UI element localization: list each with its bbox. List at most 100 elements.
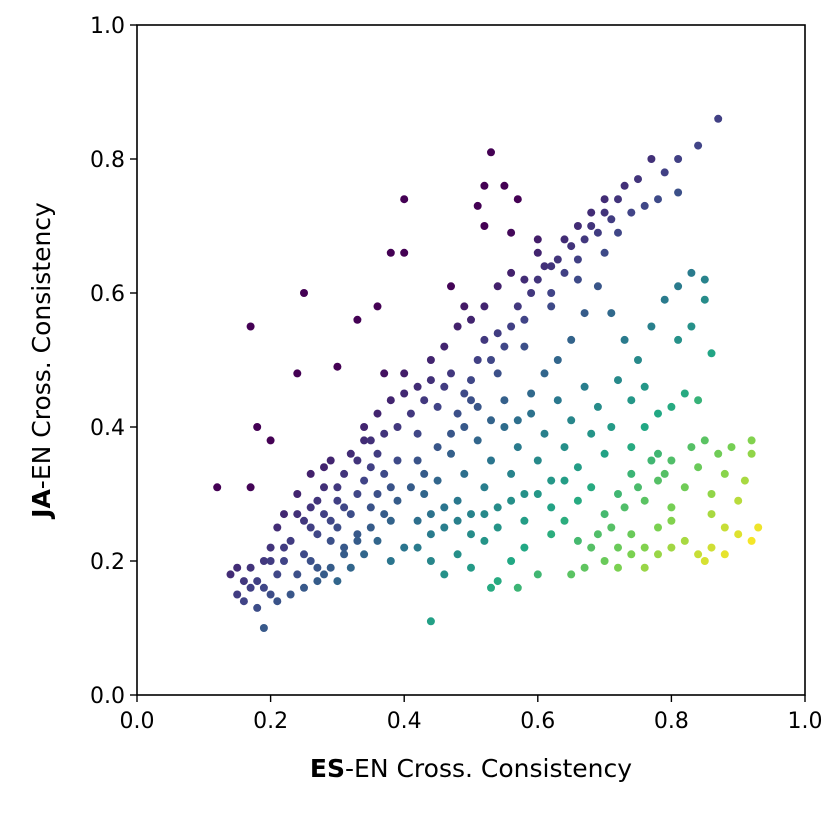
scatter-point: [280, 543, 288, 552]
scatter-point: [300, 516, 308, 525]
scatter-point: [226, 570, 235, 579]
scatter-point: [507, 322, 516, 331]
scatter-point: [547, 262, 556, 271]
scatter-point: [213, 483, 222, 492]
scatter-point: [527, 289, 536, 297]
scatter-point: [460, 389, 469, 398]
scatter-point: [600, 208, 609, 217]
scatter-point: [547, 503, 556, 512]
y-axis-label: JA-EN Cross. Consistency: [27, 202, 56, 520]
scatter-point: [259, 557, 268, 565]
scatter-point: [580, 563, 589, 572]
scatter-point: [400, 195, 409, 204]
scatter-point: [426, 356, 435, 364]
y-axis-label-bold: JA: [27, 489, 56, 520]
scatter-point: [747, 436, 756, 445]
scatter-point: [634, 356, 642, 364]
scatter-point: [573, 275, 582, 284]
scatter-point: [620, 503, 629, 512]
scatter-point: [600, 510, 609, 519]
scatter-point: [620, 181, 629, 190]
scatter-point: [400, 389, 409, 398]
scatter-point: [473, 436, 482, 445]
scatter-point: [520, 543, 529, 552]
scatter-point: [500, 423, 509, 431]
scatter-point: [694, 550, 703, 559]
scatter-point: [573, 463, 582, 472]
scatter-point: [627, 443, 636, 452]
scatter-point: [540, 369, 549, 378]
scatter-point: [614, 490, 622, 498]
scatter-point: [487, 416, 495, 425]
scatter-point: [266, 436, 275, 445]
scatter-point: [754, 523, 763, 532]
scatter-point: [667, 516, 676, 525]
scatter-point: [747, 536, 756, 545]
scatter-point: [246, 322, 255, 331]
scatter-point: [607, 523, 616, 532]
scatter-point: [513, 443, 522, 452]
scatter-point: [360, 436, 369, 445]
x-tick-label: 0.0: [120, 709, 155, 734]
scatter-point: [386, 248, 395, 257]
scatter-point: [513, 195, 522, 204]
scatter-point: [420, 490, 429, 498]
scatter-point: [340, 550, 349, 559]
y-tick-label: 0.8: [90, 148, 125, 173]
scatter-point: [700, 436, 709, 445]
scatter-point: [453, 550, 462, 559]
scatter-point: [366, 436, 375, 445]
scatter-point: [320, 510, 328, 519]
scatter-point: [520, 315, 529, 324]
scatter-point: [573, 496, 582, 505]
scatter-point: [540, 429, 549, 438]
scatter-point: [593, 402, 602, 411]
scatter-point: [373, 536, 382, 545]
scatter-point: [660, 295, 669, 304]
scatter-point: [313, 496, 322, 505]
scatter-point: [714, 114, 723, 123]
scatter-point: [580, 235, 589, 244]
scatter-point: [487, 356, 495, 364]
scatter-point: [500, 396, 509, 405]
scatter-point: [614, 228, 622, 237]
scatter-point: [580, 382, 589, 391]
scatter-point: [527, 409, 536, 418]
scatter-point: [453, 516, 462, 525]
scatter-point: [313, 577, 322, 586]
scatter-point: [426, 617, 435, 626]
scatter-point: [493, 577, 502, 586]
scatter-point: [533, 248, 542, 257]
scatter-point: [553, 396, 562, 405]
scatter-point: [300, 550, 308, 559]
scatter-point: [346, 510, 355, 519]
scatter-point: [300, 289, 308, 297]
plot-frame: [136, 24, 806, 696]
scatter-point: [273, 597, 282, 606]
scatter-point: [654, 550, 662, 559]
scatter-point: [527, 389, 536, 398]
scatter-point: [266, 543, 275, 552]
scatter-point: [467, 315, 475, 324]
scatter-point: [700, 275, 709, 284]
scatter-point: [687, 322, 696, 331]
scatter-point: [493, 329, 502, 338]
x-axis-label-rest: -EN Cross. Consistency: [345, 754, 632, 783]
scatter-point: [607, 423, 616, 431]
scatter-point: [647, 155, 656, 163]
scatter-point: [654, 409, 662, 418]
scatter-point: [467, 510, 475, 519]
scatter-point: [560, 476, 569, 485]
scatter-point: [634, 483, 642, 492]
scatter-point: [520, 342, 529, 351]
scatter-point: [627, 208, 636, 217]
scatter-point: [627, 396, 636, 405]
scatter-point: [674, 188, 683, 197]
scatter-point: [433, 402, 442, 411]
scatter-point: [654, 476, 662, 485]
scatter-point: [593, 228, 602, 237]
scatter-point: [560, 516, 569, 525]
scatter-point: [447, 282, 455, 291]
scatter-point: [573, 255, 582, 264]
scatter-point: [654, 449, 662, 458]
